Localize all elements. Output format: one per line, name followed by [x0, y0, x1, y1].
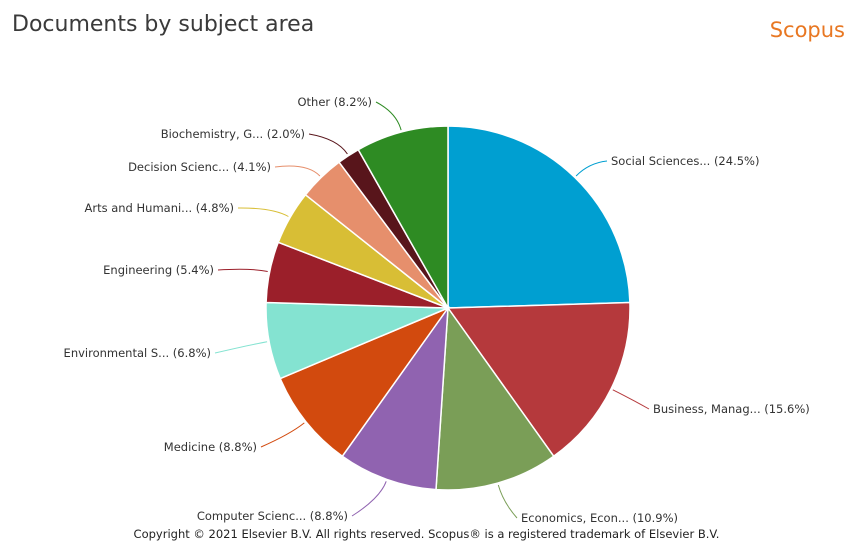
slice-label-7: Arts and Humani... (4.8%) [84, 201, 234, 215]
pie-slice-4[interactable] [279, 306, 451, 458]
leader-line-4 [260, 422, 305, 448]
pie-slice-10[interactable] [357, 125, 449, 311]
slice-label-3: Computer Scienc... (8.8%) [197, 509, 348, 523]
slice-label-2: Economics, Econ... (10.9%) [521, 511, 678, 525]
leader-lines [214, 101, 650, 519]
leader-line-5 [214, 341, 268, 354]
slice-label-0: Social Sciences... (24.5%) [611, 154, 759, 168]
copyright-notice: Copyright © 2021 Elsevier B.V. All right… [133, 527, 720, 541]
slice-label-1: Business, Manag... (15.6%) [653, 402, 810, 416]
slice-label-5: Environmental S... (6.8%) [64, 346, 211, 360]
leader-line-9 [308, 133, 348, 155]
leader-line-10 [375, 101, 402, 131]
leader-line-6 [217, 268, 268, 272]
leader-line-2 [497, 484, 518, 519]
pie-slice-2[interactable] [435, 305, 555, 491]
leader-line-7 [237, 207, 289, 217]
leader-line-1 [612, 389, 650, 410]
slice-label-8: Decision Scienc... (4.1%) [128, 160, 271, 174]
slice-label-10: Other (8.2%) [298, 95, 373, 109]
pie-slices [265, 125, 631, 491]
pie-slice-3[interactable] [341, 305, 449, 491]
pie-slice-0[interactable] [447, 125, 631, 309]
slice-label-9: Biochemistry, G... (2.0%) [161, 127, 305, 141]
slice-labels: Social Sciences... (24.5%) Business, Mana… [64, 95, 810, 525]
leader-line-0 [575, 160, 608, 177]
slice-label-6: Engineering (5.4%) [103, 263, 214, 277]
slice-label-4: Medicine (8.8%) [164, 440, 257, 454]
pie-slice-1[interactable] [446, 301, 631, 458]
chart-title: Documents by subject area [12, 12, 315, 37]
leader-line-8 [274, 165, 321, 177]
scopus-logo[interactable]: Scopus [769, 18, 845, 42]
leader-line-3 [351, 481, 387, 517]
